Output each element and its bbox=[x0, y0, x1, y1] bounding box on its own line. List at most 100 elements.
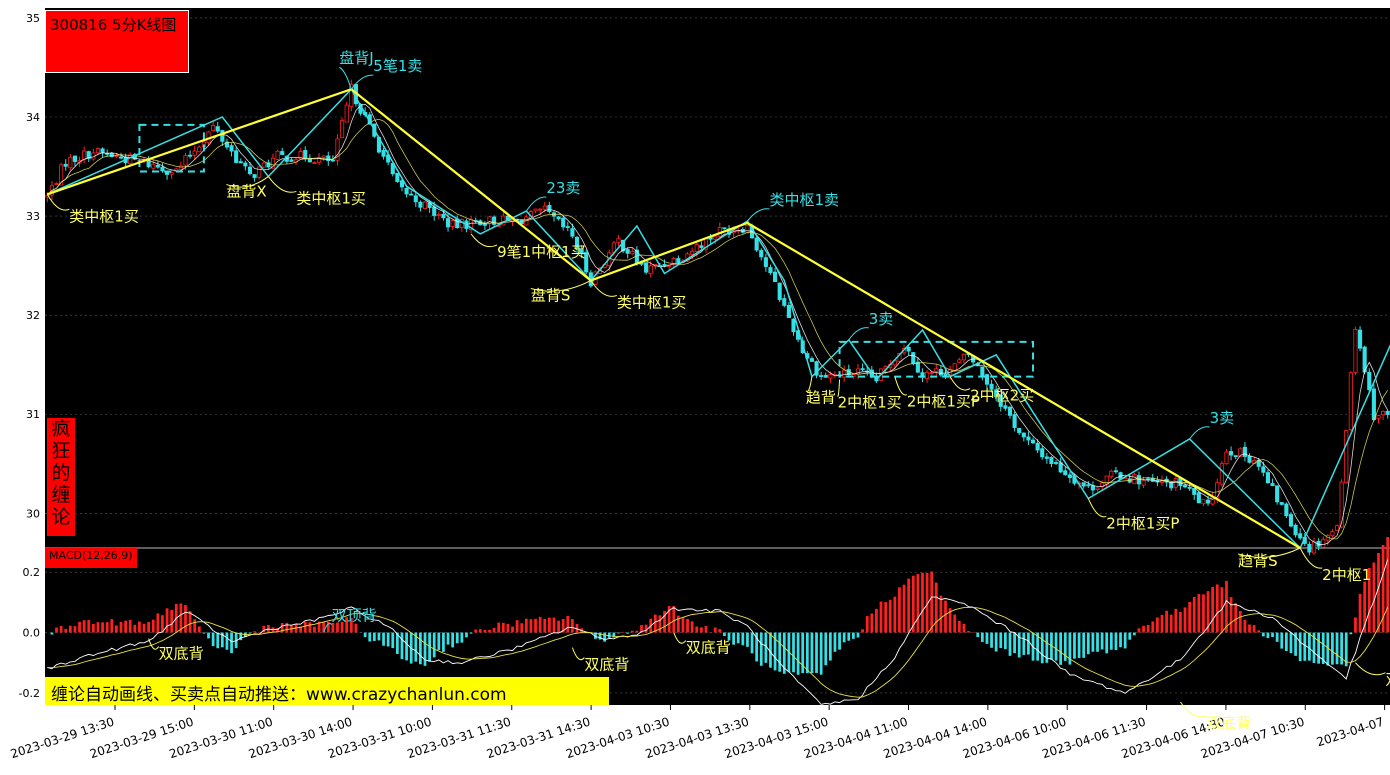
candle bbox=[261, 162, 266, 168]
candle bbox=[63, 163, 68, 167]
candle bbox=[128, 154, 133, 164]
annotation-arrow bbox=[267, 176, 297, 193]
stroke-line bbox=[46, 87, 1390, 550]
candle bbox=[676, 258, 681, 264]
annotation-arrow bbox=[1238, 547, 1301, 558]
candle bbox=[662, 264, 667, 267]
candle bbox=[925, 371, 930, 380]
annotation-label: 双底 bbox=[1385, 671, 1390, 689]
annotation-label: 盘背S bbox=[531, 286, 571, 304]
candle bbox=[556, 216, 561, 220]
candle bbox=[574, 237, 580, 250]
candle bbox=[1187, 486, 1192, 489]
annotation-label: 类中枢1卖 bbox=[769, 191, 839, 209]
annotation-arrow bbox=[673, 632, 687, 644]
candle bbox=[911, 352, 916, 364]
candle bbox=[192, 150, 197, 156]
candle bbox=[155, 164, 160, 168]
candle bbox=[1298, 533, 1303, 539]
annotation-label: 趋背S bbox=[1238, 552, 1278, 570]
candle bbox=[943, 373, 948, 377]
candle bbox=[188, 154, 193, 157]
candle bbox=[915, 361, 920, 373]
candle bbox=[763, 257, 768, 267]
candle bbox=[957, 359, 962, 363]
candle bbox=[1265, 472, 1270, 484]
annotation-label: 2中枢1买P bbox=[1106, 514, 1179, 532]
candle bbox=[754, 237, 759, 251]
candle bbox=[1321, 539, 1326, 548]
candle bbox=[183, 155, 188, 166]
candle bbox=[1381, 411, 1386, 416]
candle bbox=[1358, 329, 1363, 349]
candle bbox=[1307, 543, 1312, 553]
annotation-label: 3卖 bbox=[1210, 409, 1235, 427]
candle bbox=[1288, 514, 1294, 527]
annotation-arrow bbox=[1180, 701, 1207, 718]
annotation-label: 23卖 bbox=[546, 179, 580, 197]
macd-tick-label: 0.2 bbox=[23, 566, 41, 579]
candle bbox=[229, 145, 234, 152]
candle bbox=[1339, 481, 1344, 528]
candle bbox=[395, 172, 400, 183]
brand-label: 疯狂的缠论 bbox=[47, 418, 75, 536]
candle bbox=[786, 305, 791, 318]
annotation-arrow bbox=[848, 327, 869, 341]
candle bbox=[773, 271, 778, 283]
annotation-label: 2中枢1 bbox=[1322, 566, 1371, 584]
annotation-arrow bbox=[805, 376, 813, 393]
candle bbox=[860, 368, 865, 371]
annotation-label: 盘背J bbox=[339, 49, 373, 67]
candle bbox=[59, 164, 64, 186]
annotation-label: 趋背 bbox=[806, 389, 836, 407]
candle bbox=[1081, 482, 1086, 487]
candle bbox=[303, 150, 308, 160]
candle bbox=[814, 361, 819, 376]
candle bbox=[432, 206, 437, 216]
annotation-arrow bbox=[339, 66, 352, 90]
candle bbox=[257, 166, 262, 178]
candle bbox=[270, 157, 276, 169]
annotation-label: 双底背 bbox=[686, 639, 731, 657]
annotation-arrow bbox=[837, 379, 841, 397]
candle bbox=[501, 215, 506, 226]
candle bbox=[538, 208, 543, 211]
candle bbox=[72, 155, 77, 162]
candle bbox=[929, 372, 934, 374]
candle bbox=[690, 250, 695, 255]
candle bbox=[694, 244, 699, 252]
candle bbox=[436, 214, 441, 216]
candle bbox=[450, 220, 455, 227]
macd-tick-label: -0.2 bbox=[19, 687, 40, 700]
candle bbox=[984, 374, 990, 385]
candle bbox=[759, 250, 764, 258]
candle bbox=[1044, 456, 1049, 459]
candle bbox=[95, 148, 101, 154]
annotation-arrow bbox=[470, 233, 498, 248]
candle bbox=[340, 120, 345, 139]
price-tick-label: 32 bbox=[26, 309, 40, 322]
candle bbox=[1090, 485, 1095, 491]
annotation-label: 双底背 bbox=[159, 645, 204, 663]
candle bbox=[160, 166, 165, 172]
candle bbox=[1021, 432, 1026, 438]
candle bbox=[1261, 466, 1266, 473]
annotation-arrow bbox=[323, 623, 333, 633]
candle bbox=[998, 394, 1003, 407]
annotation-label: 2中枢1买 bbox=[838, 394, 902, 412]
candle bbox=[621, 239, 626, 252]
annotation-arrow bbox=[590, 280, 617, 297]
chart-title: 300816 5分K线图 bbox=[45, 10, 189, 73]
candle bbox=[1334, 525, 1340, 531]
candle bbox=[745, 225, 750, 234]
candle bbox=[1035, 442, 1040, 451]
candle bbox=[418, 201, 423, 208]
candle bbox=[151, 163, 156, 169]
candle bbox=[791, 318, 796, 333]
annotation-arrow bbox=[949, 376, 971, 391]
candle bbox=[1293, 524, 1298, 536]
annotation-label: 类中枢1买 bbox=[69, 207, 139, 225]
candle bbox=[335, 138, 340, 161]
candle bbox=[1012, 414, 1017, 428]
